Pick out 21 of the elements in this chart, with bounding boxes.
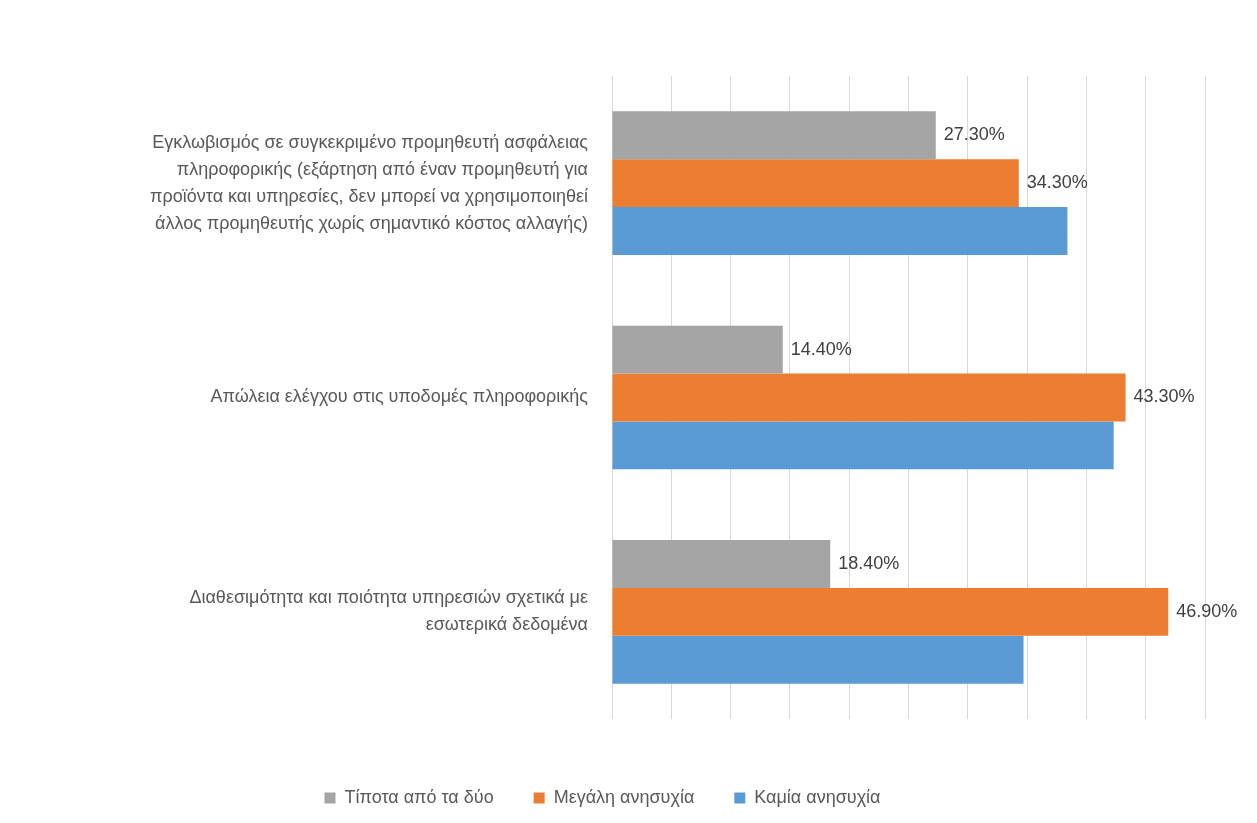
legend-label: Μεγάλη ανησυχία [553,786,695,807]
bar [612,587,1169,636]
y-tick-label: Διαθεσιμότητα και ποιότητα υπηρεσιών σχετικά με εσωτερικά δεδομένα [189,587,588,635]
bar [612,159,1019,208]
data-label: 34.30% [1026,172,1088,193]
data-label: 43.30% [1133,386,1195,407]
data-label: 14.40% [790,338,852,359]
bar [612,635,1024,684]
y-tick-label: Εγκλωβισμός σε συγκεκριμένο προμηθευτή ασφάλειας πληροφορικής (εξάρτηση από έναν προμηθευτή για προϊόντα και υπηρεσίες, δεν μπορεί να χρησιμοποιηθεί άλλος προμηθευτής χωρίς σημαντικό κόστος αλλαγής) [150,131,589,233]
y-tick-label: Απώλεια ελέγχου στις υποδομές πληροφορικής [210,386,589,407]
bar [612,421,1114,470]
data-label: 46.90% [1176,600,1238,621]
bar [612,540,831,588]
bar [612,325,783,374]
bar [612,373,1126,422]
data-label: 27.30% [943,124,1005,145]
bar [612,111,936,160]
bar [612,207,1068,255]
legend-label: Τίποτα από τα δύο [344,786,494,807]
data-label: 18.40% [838,552,900,573]
legend-label: Καμία ανησυχία [754,786,881,807]
